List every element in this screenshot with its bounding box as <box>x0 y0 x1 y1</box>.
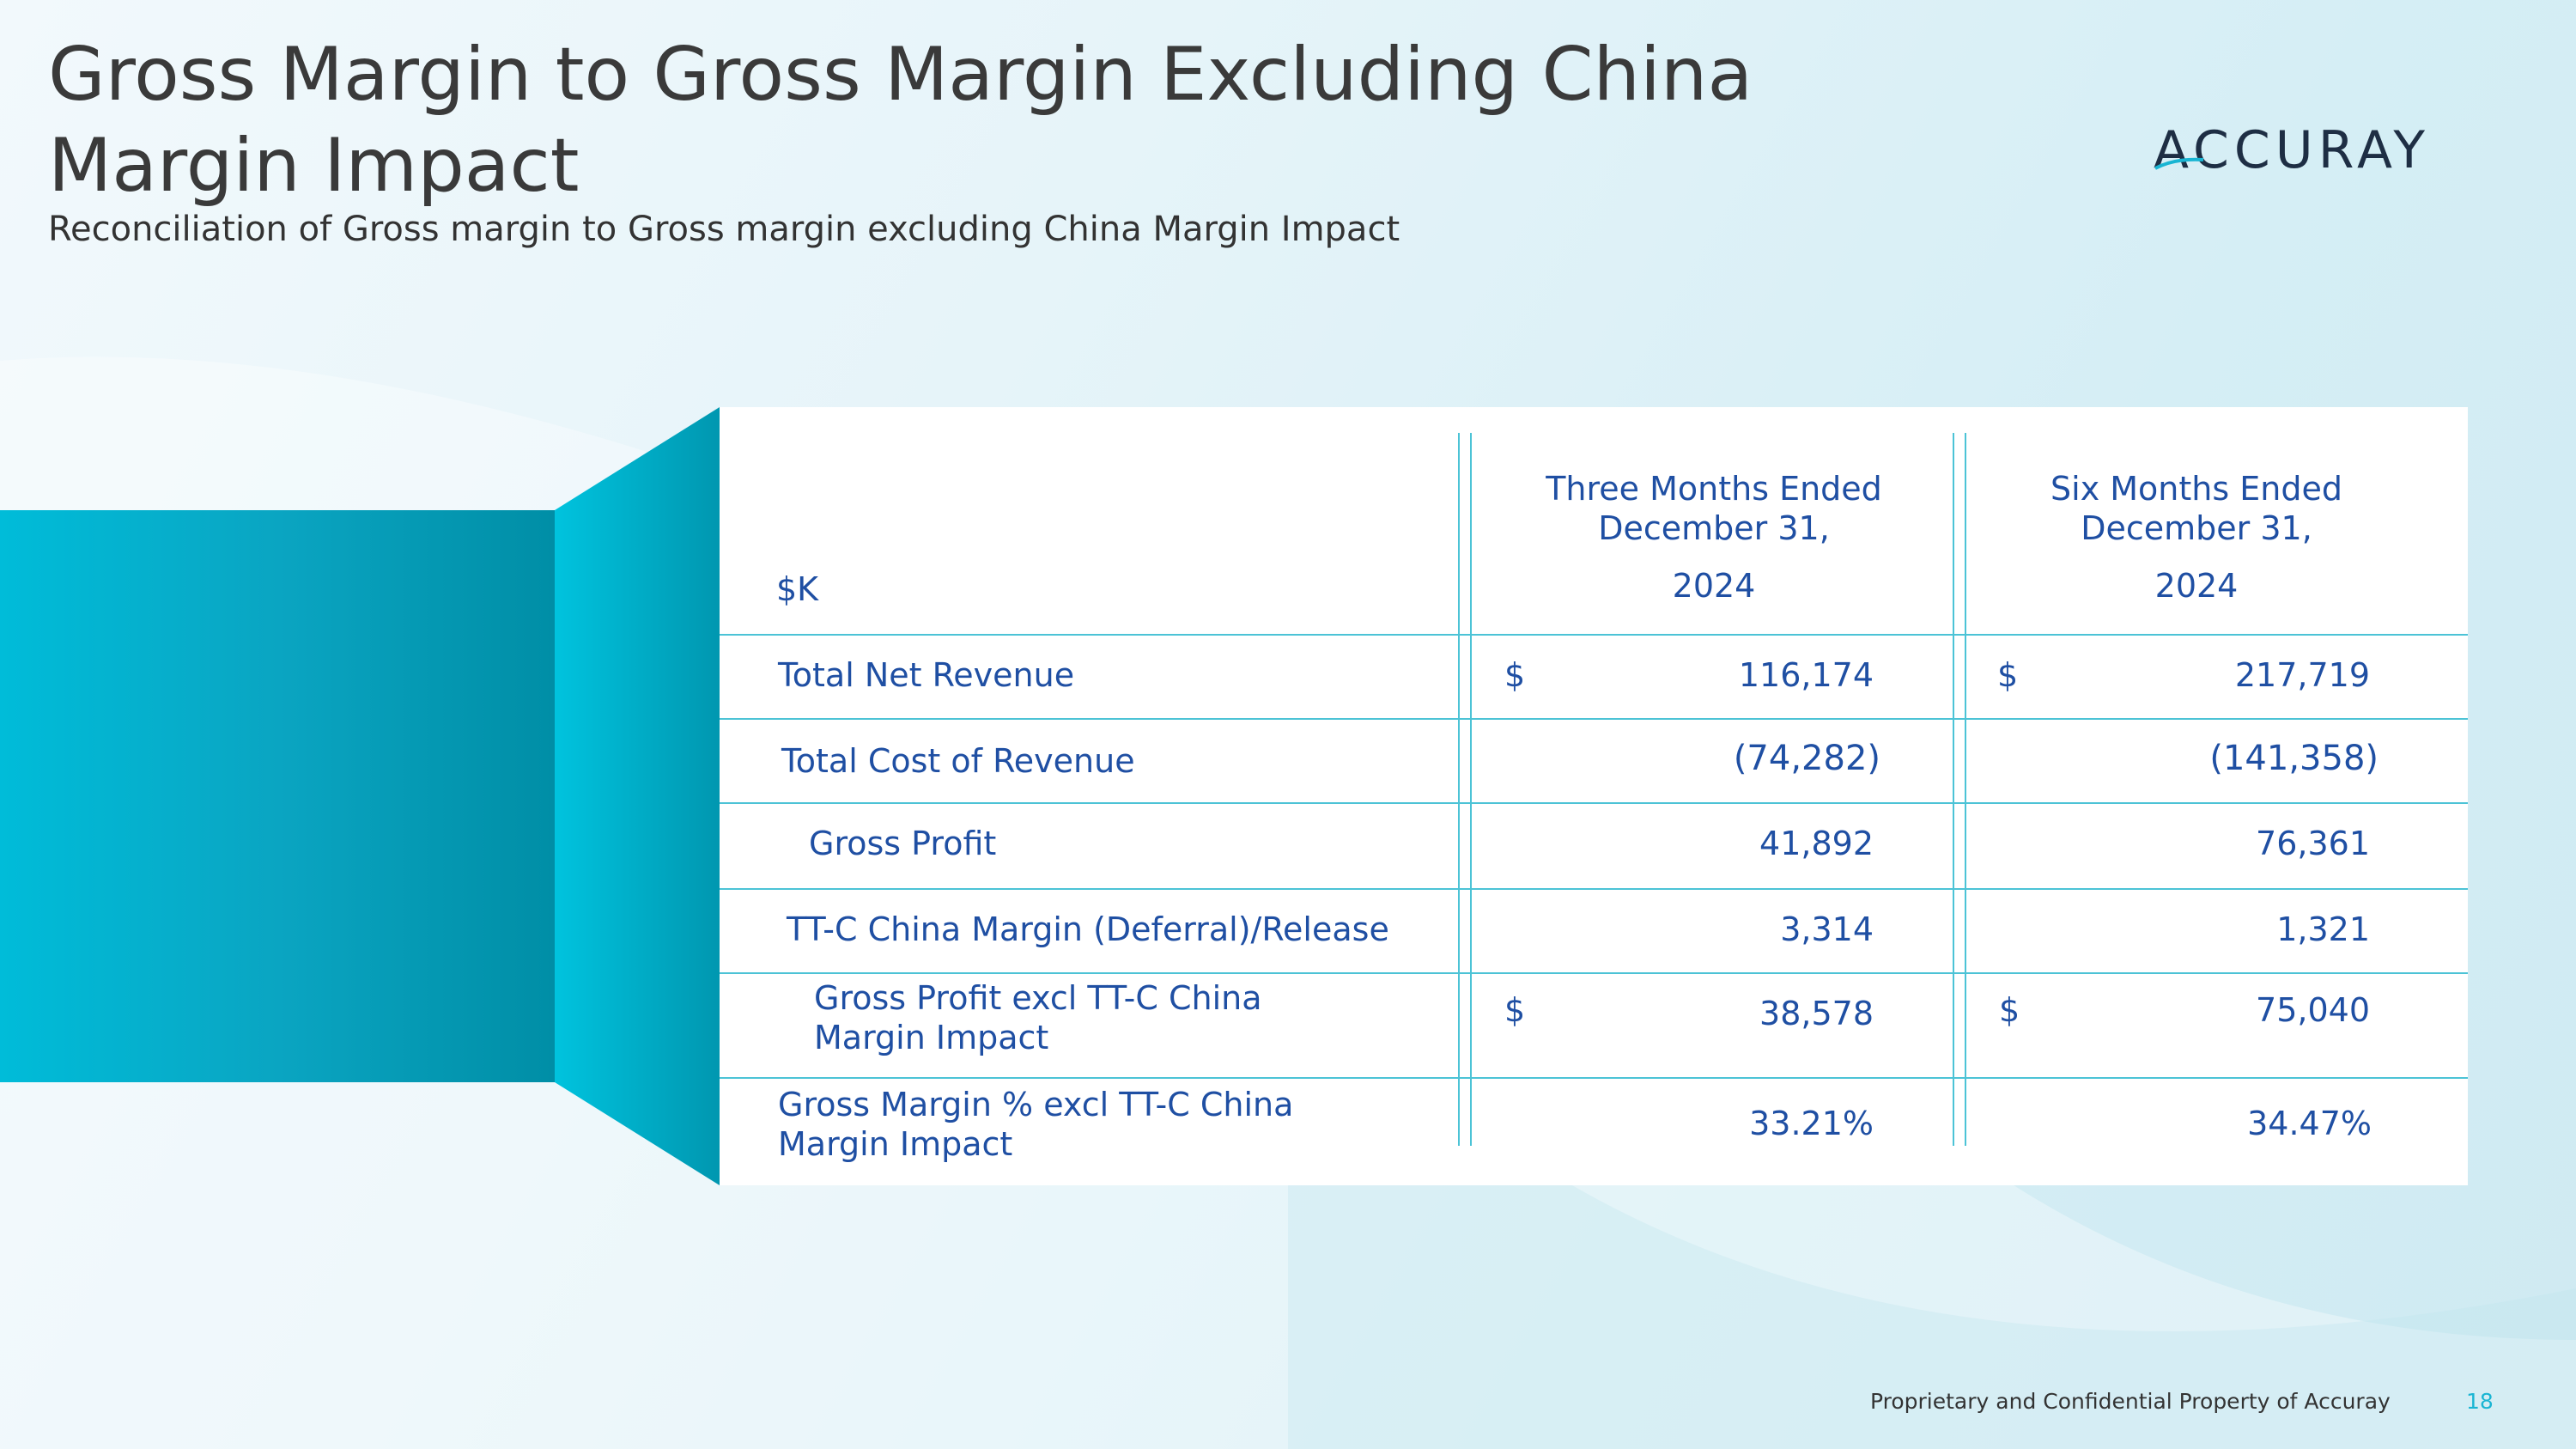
footer-text: Proprietary and Confidential Property of… <box>1870 1389 2391 1414</box>
page-title: Gross Margin to Gross Margin Excluding C… <box>48 32 1753 209</box>
page-number: 18 <box>2466 1389 2494 1414</box>
column-divider <box>1953 433 1954 1146</box>
column-divider <box>1470 433 1472 1146</box>
col2-header: Six Months Ended December 31, <box>2050 470 2342 547</box>
reconciliation-table: $K Three Months Ended December 31, 2024 … <box>720 407 2468 1185</box>
row-label: Total Net Revenue <box>778 656 1075 694</box>
column-divider <box>1458 433 1460 1146</box>
row-divider <box>720 802 2468 804</box>
row-label-line2: Margin Impact <box>814 1019 1049 1056</box>
col1-value: (74,282) <box>1733 739 1880 778</box>
col2-value: 1,321 <box>2276 910 2370 948</box>
col2-value: (141,358) <box>2209 739 2379 778</box>
row-divider <box>720 972 2468 974</box>
currency-symbol: $ <box>1997 656 2019 694</box>
col1-header: Three Months Ended December 31, <box>1546 470 1882 547</box>
col1-year: 2024 <box>1672 567 1756 605</box>
row-divider <box>720 888 2468 890</box>
row-label: Total Cost of Revenue <box>781 742 1135 780</box>
col2-year: 2024 <box>2154 567 2239 605</box>
currency-symbol: $ <box>1999 991 2020 1029</box>
currency-symbol: $ <box>1504 991 1526 1029</box>
col2-value: 217,719 <box>2234 656 2370 694</box>
col2-value: 76,361 <box>2256 825 2370 862</box>
logo-swoosh-icon <box>2154 157 2204 170</box>
col1-value: 116,174 <box>1738 656 1874 694</box>
col2-value: 75,040 <box>2256 991 2370 1029</box>
row-divider <box>720 634 2468 636</box>
logo-text: ACCURAY <box>2154 120 2430 180</box>
page-subtitle: Reconciliation of Gross margin to Gross … <box>48 210 1400 249</box>
accuray-logo: ACCURAY <box>2154 120 2463 189</box>
row-label: Gross Profit <box>809 825 997 862</box>
row-label: TT-C China Margin (Deferral)/Release <box>787 910 1389 948</box>
currency-symbol: $ <box>1504 656 1526 694</box>
col1-value: 33.21% <box>1749 1105 1874 1142</box>
unit-label: $K <box>776 570 819 608</box>
column-divider <box>1965 433 1966 1146</box>
col1-value: 3,314 <box>1780 910 1874 948</box>
row-label-line1: Gross Profit excl TT-C China <box>814 979 1262 1017</box>
col1-value: 41,892 <box>1759 825 1874 862</box>
row-divider <box>720 1077 2468 1079</box>
row-label-line2: Margin Impact <box>778 1125 1013 1163</box>
row-divider <box>720 718 2468 720</box>
col2-value: 34.47% <box>2247 1105 2372 1142</box>
row-label-line1: Gross Margin % excl TT-C China <box>778 1086 1294 1123</box>
col1-value: 38,578 <box>1759 995 1874 1032</box>
decorative-wedge <box>555 407 720 1185</box>
decorative-panel <box>0 510 556 1082</box>
